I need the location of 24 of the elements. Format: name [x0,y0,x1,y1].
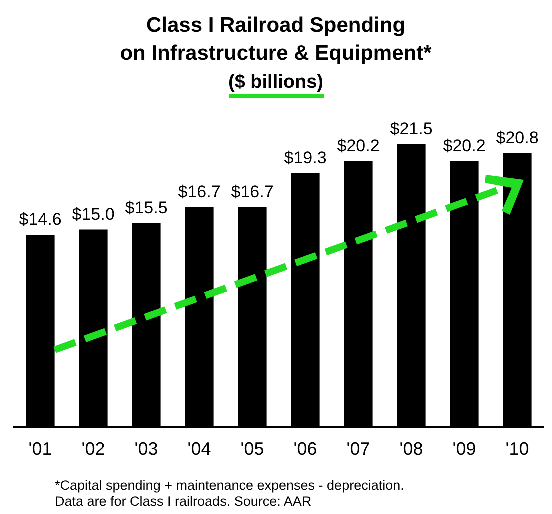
x-tick-label: '08 [400,439,424,460]
data-label: $16.7 [231,182,274,202]
data-label: $15.0 [72,204,115,224]
x-tick-label: '04 [188,439,212,460]
x-tick-label: '10 [506,439,530,460]
x-tick-label: '01 [28,439,52,460]
chart-title: Class I Railroad Spending on Infrastructure & Equipment* [119,13,433,67]
data-label: $16.7 [178,182,221,202]
x-tick-label: '09 [452,439,476,460]
x-tick-label: '02 [82,439,106,460]
data-label: $20.2 [337,136,380,156]
text: Data are for Class I railroads. Source: AAR [55,494,313,510]
data-label: $15.5 [125,198,168,218]
data-label: $14.6 [19,210,62,230]
data-label: $21.5 [390,119,433,138]
data-label: $20.2 [443,136,486,156]
data-label: $20.8 [496,128,539,148]
x-tick-label: '07 [346,439,370,460]
data-label: $19.3 [284,148,327,168]
x-tick-label: '05 [240,439,264,460]
text: *Capital spending + maintenance expenses - depreciation. [55,478,404,494]
x-tick-label: '03 [134,439,158,460]
chart-subtitle: ($ billions) [228,72,324,98]
x-tick-label: '06 [294,439,318,460]
